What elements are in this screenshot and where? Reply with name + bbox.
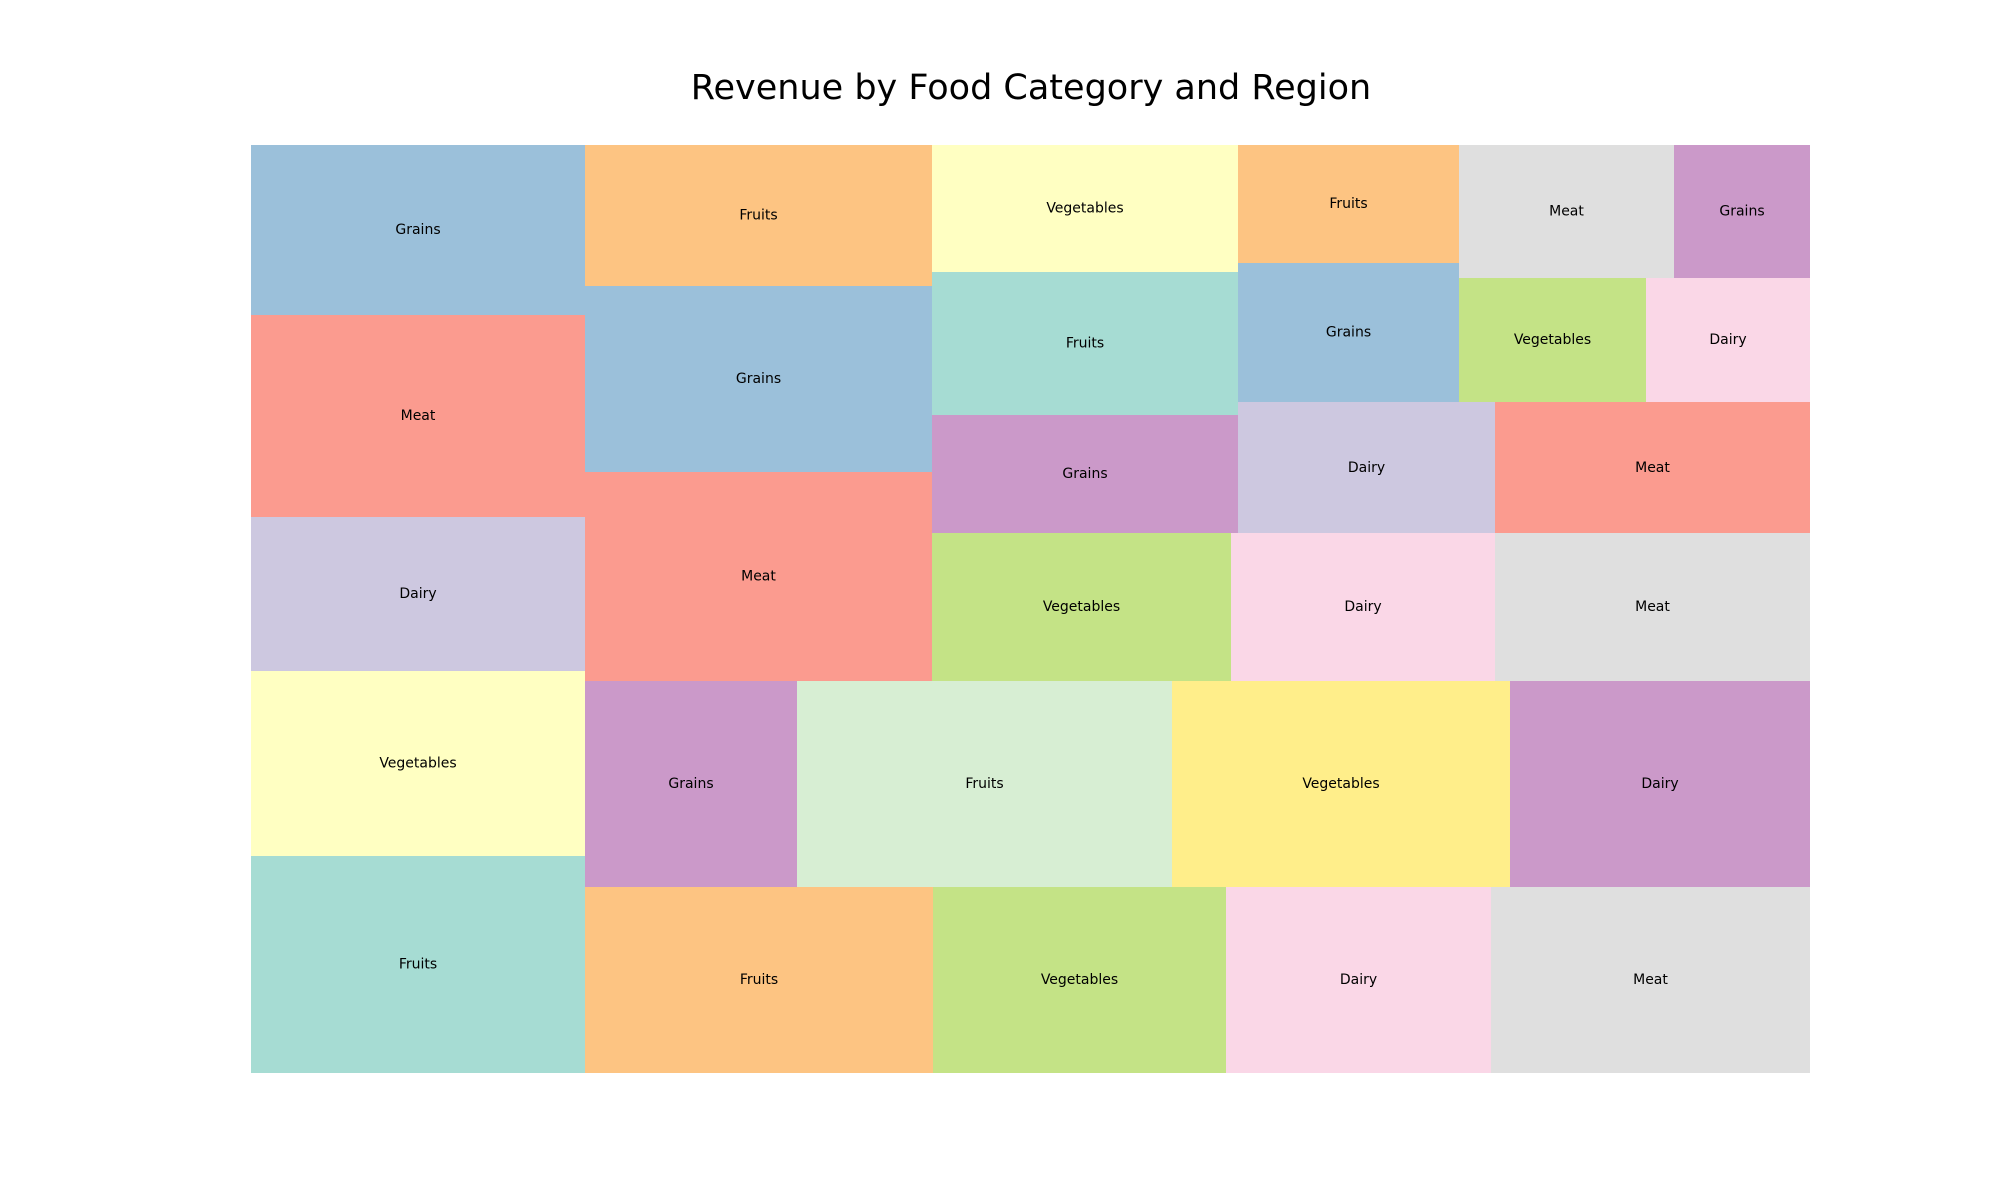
treemap-tile-label: Vegetables (379, 756, 456, 772)
treemap-tile-rect (1231, 533, 1495, 681)
treemap-tile: Vegetables (932, 145, 1238, 272)
treemap-tile: Fruits (1238, 145, 1459, 263)
treemap-tile-rect (932, 533, 1231, 681)
treemap-tile-label: Fruits (399, 957, 437, 973)
treemap-tile: Fruits (797, 681, 1172, 887)
treemap-tile-label: Vegetables (1302, 776, 1379, 792)
treemap-tile-rect (1238, 145, 1459, 263)
treemap-tile-rect (1510, 681, 1810, 887)
treemap-tile-rect (585, 145, 932, 286)
treemap-tile: Vegetables (251, 671, 585, 856)
treemap-tile-label: Dairy (399, 586, 436, 602)
treemap-tile: Dairy (1646, 278, 1810, 402)
treemap-tile-rect (251, 671, 585, 856)
treemap-tile-rect (251, 517, 585, 671)
treemap-tile-rect (585, 286, 932, 472)
treemap-tile: Vegetables (1172, 681, 1510, 887)
treemap-tile-label: Dairy (1344, 599, 1381, 615)
treemap-tile-rect (932, 415, 1238, 533)
treemap-tile: Dairy (1226, 887, 1491, 1073)
treemap-tile-rect (1172, 681, 1510, 887)
treemap-tile-rect (251, 856, 585, 1073)
treemap-tile-label: Fruits (739, 208, 777, 224)
treemap-tile: Meat (1491, 887, 1810, 1073)
treemap-tile-label: Vegetables (1046, 201, 1123, 217)
treemap-tile: Dairy (1510, 681, 1810, 887)
treemap-tile: Meat (251, 315, 585, 517)
treemap-tile: Grains (1674, 145, 1810, 278)
treemap-tile-label: Fruits (740, 972, 778, 988)
treemap-tile-rect (1674, 145, 1810, 278)
treemap-tile-label: Meat (1549, 204, 1584, 220)
treemap-tile-label: Meat (401, 408, 436, 424)
treemap-tile: Meat (1459, 145, 1674, 278)
treemap-tile-label: Grains (1062, 466, 1107, 482)
treemap-tile-rect (1491, 887, 1810, 1073)
chart-title: Revenue by Food Category and Region (690, 68, 1372, 108)
treemap-tile-label: Meat (741, 569, 776, 585)
treemap-tile-label: Fruits (1329, 196, 1367, 212)
treemap-tile-rect (1495, 402, 1810, 534)
treemap-tile-label: Dairy (1340, 972, 1377, 988)
treemap-tile-label: Grains (668, 776, 713, 792)
treemap-tile: Meat (1495, 533, 1810, 681)
treemap-tile-label: Dairy (1641, 776, 1678, 792)
treemap-tile-label: Vegetables (1041, 972, 1118, 988)
treemap-tile-rect (251, 145, 585, 315)
treemap-tile: Grains (251, 145, 585, 315)
treemap-tile-rect (1646, 278, 1810, 402)
treemap-tile-rect (585, 887, 933, 1073)
treemap-tile: Grains (932, 415, 1238, 533)
treemap-tile: Fruits (585, 145, 932, 286)
treemap-tile-rect (932, 272, 1238, 415)
treemap-tile: Grains (1238, 263, 1459, 402)
treemap-tile-label: Vegetables (1514, 332, 1591, 348)
treemap-tile: Meat (585, 472, 932, 681)
treemap-tile-rect (1226, 887, 1491, 1073)
treemap-tile-label: Grains (1326, 325, 1371, 341)
treemap-tile-label: Fruits (1066, 336, 1104, 352)
treemap-tile-rect (585, 681, 797, 887)
treemap-tile-label: Dairy (1709, 332, 1746, 348)
treemap-tile-label: Meat (1633, 972, 1668, 988)
treemap-tile: Dairy (1238, 402, 1495, 534)
treemap-tile: Grains (585, 681, 797, 887)
treemap-tile: Fruits (585, 887, 933, 1073)
treemap-tile-label: Dairy (1348, 460, 1385, 476)
treemap-tile-rect (1238, 402, 1495, 534)
treemap-tile-label: Grains (1719, 204, 1764, 220)
treemap-tile-label: Vegetables (1043, 599, 1120, 615)
treemap-tile-rect (251, 315, 585, 517)
treemap-tile-label: Meat (1635, 599, 1670, 615)
treemap-tile-label: Grains (395, 222, 440, 238)
treemap-tile: Dairy (251, 517, 585, 671)
treemap-tile: Meat (1495, 402, 1810, 534)
treemap-tile-rect (585, 472, 932, 681)
treemap-tile: Vegetables (933, 887, 1226, 1073)
treemap-tile: Vegetables (1459, 278, 1646, 402)
treemap-tile: Vegetables (932, 533, 1231, 681)
treemap-tile-rect (1459, 278, 1646, 402)
treemap-tile-rect (933, 887, 1226, 1073)
treemap-tile-rect (797, 681, 1172, 887)
treemap-tile: Fruits (932, 272, 1238, 415)
treemap-tile-rect (1495, 533, 1810, 681)
treemap-tile: Fruits (251, 856, 585, 1073)
treemap-tile: Grains (585, 286, 932, 472)
treemap-tile-label: Fruits (965, 776, 1003, 792)
treemap-tile-rect (932, 145, 1238, 272)
treemap-tile-label: Grains (736, 371, 781, 387)
treemap-tile-rect (1459, 145, 1674, 278)
treemap-tile: Dairy (1231, 533, 1495, 681)
treemap-tile-label: Meat (1635, 460, 1670, 476)
treemap-tile-rect (1238, 263, 1459, 402)
